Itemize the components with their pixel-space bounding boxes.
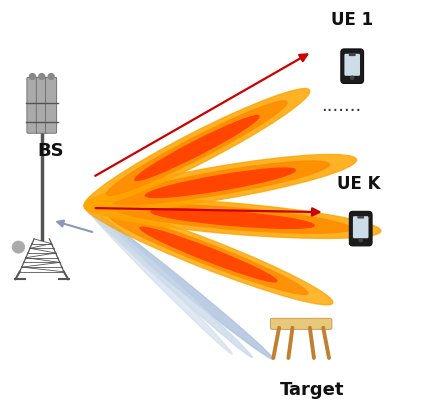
Ellipse shape xyxy=(112,161,329,205)
FancyBboxPatch shape xyxy=(345,55,360,77)
FancyBboxPatch shape xyxy=(36,78,48,134)
Text: UE 1: UE 1 xyxy=(331,11,373,29)
Ellipse shape xyxy=(140,228,277,282)
Circle shape xyxy=(351,77,354,80)
Ellipse shape xyxy=(146,169,295,198)
FancyBboxPatch shape xyxy=(353,217,369,239)
Circle shape xyxy=(12,242,24,253)
Ellipse shape xyxy=(84,206,232,354)
Circle shape xyxy=(39,74,45,80)
Ellipse shape xyxy=(114,204,351,234)
Ellipse shape xyxy=(84,155,357,211)
Circle shape xyxy=(30,74,36,80)
Text: Target: Target xyxy=(279,380,344,398)
Text: UE K: UE K xyxy=(337,175,380,193)
FancyBboxPatch shape xyxy=(341,50,363,84)
FancyBboxPatch shape xyxy=(349,55,356,57)
Ellipse shape xyxy=(84,89,310,208)
Ellipse shape xyxy=(84,199,381,239)
FancyBboxPatch shape xyxy=(270,318,332,330)
Text: BS: BS xyxy=(37,142,64,160)
Ellipse shape xyxy=(84,206,252,358)
Ellipse shape xyxy=(84,205,333,305)
Ellipse shape xyxy=(84,206,273,360)
FancyBboxPatch shape xyxy=(46,78,56,134)
Ellipse shape xyxy=(109,215,308,295)
Text: .......: ....... xyxy=(321,97,362,115)
FancyBboxPatch shape xyxy=(27,78,38,134)
FancyBboxPatch shape xyxy=(349,212,372,246)
Circle shape xyxy=(359,239,362,242)
Ellipse shape xyxy=(151,209,314,229)
FancyBboxPatch shape xyxy=(357,216,364,219)
Circle shape xyxy=(48,74,54,80)
Ellipse shape xyxy=(135,116,259,181)
Ellipse shape xyxy=(107,102,287,196)
